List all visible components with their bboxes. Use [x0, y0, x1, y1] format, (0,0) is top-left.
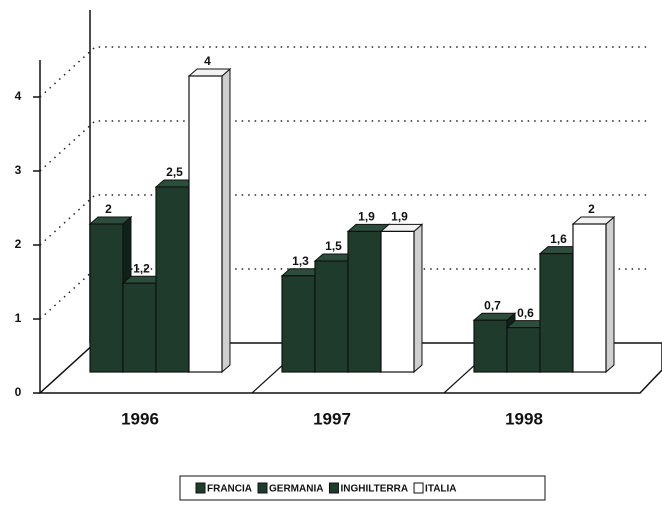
legend-label: FRANCIA — [207, 484, 252, 495]
bar-face — [315, 261, 348, 372]
bar-face — [123, 283, 156, 372]
y-tick-label: 0 — [15, 385, 22, 399]
bar-face — [90, 217, 131, 224]
grid-line — [40, 121, 650, 171]
legend-swatch — [414, 483, 423, 493]
bar-face — [606, 217, 614, 372]
value-label: 1,5 — [325, 239, 342, 253]
bar-face — [90, 224, 123, 372]
bar-face — [474, 320, 507, 372]
y-tick-label: 4 — [15, 89, 22, 103]
legend-swatch — [258, 483, 267, 493]
bar — [573, 217, 614, 372]
bar-face — [381, 224, 422, 231]
bar-face — [156, 187, 189, 372]
bar-face — [507, 328, 540, 372]
value-label: 2,5 — [166, 165, 183, 179]
x-tick-label: 1996 — [121, 409, 159, 428]
bar-face — [282, 276, 315, 372]
value-label: 4 — [204, 54, 211, 68]
bar-face — [381, 231, 414, 372]
y-tick-label: 1 — [15, 311, 22, 325]
legend-label: GERMANIA — [269, 484, 323, 495]
bar-face — [573, 217, 614, 224]
legend-label: INGHILTERRA — [340, 484, 408, 495]
bar-face — [414, 224, 422, 372]
bar-face — [573, 224, 606, 372]
value-label: 0,7 — [484, 298, 501, 312]
value-label: 1,3 — [292, 254, 309, 268]
y-tick-label: 3 — [15, 163, 22, 177]
bar — [381, 224, 422, 372]
y-tick-label: 2 — [15, 237, 22, 251]
bar-face — [189, 76, 222, 372]
bar-face — [348, 231, 381, 372]
value-label: 1,9 — [358, 210, 375, 224]
x-tick-label: 1997 — [313, 409, 351, 428]
value-label: 2 — [588, 202, 595, 216]
legend-swatch — [196, 483, 205, 493]
legend-label: ITALIA — [425, 484, 456, 495]
x-tick-label: 1998 — [505, 409, 543, 428]
chart: 0 1 2 3 4 1996 2 1,2 2,5 4 1997 1,3 1,5 1,9 1,9 1998 0,7… — [0, 0, 662, 509]
value-label: 1,6 — [550, 232, 567, 246]
bar-face — [222, 69, 230, 372]
value-label: 1,2 — [133, 261, 150, 275]
bar-face — [474, 313, 515, 320]
value-label: 1,9 — [391, 210, 408, 224]
bar-face — [189, 69, 230, 76]
legend-swatch — [329, 483, 338, 493]
bar — [189, 69, 230, 372]
value-label: 2 — [105, 202, 112, 216]
value-label: 0,6 — [517, 306, 534, 320]
bar-face — [540, 254, 573, 372]
grid-line — [40, 47, 650, 97]
